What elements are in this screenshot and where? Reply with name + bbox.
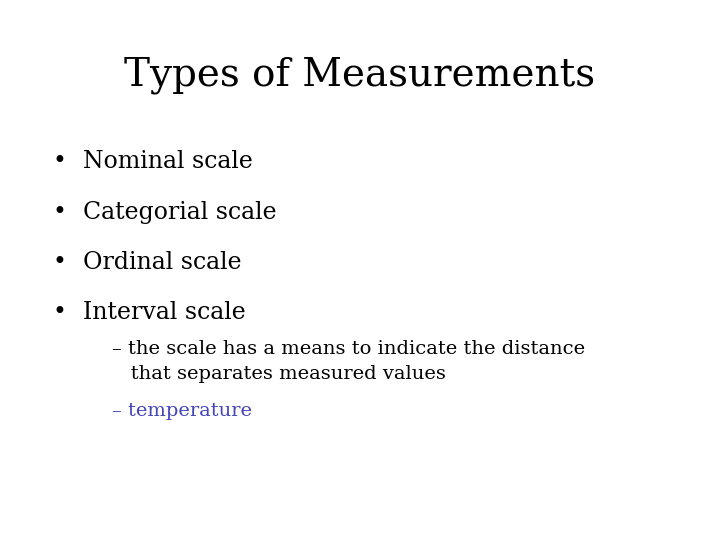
Text: Types of Measurements: Types of Measurements bbox=[125, 57, 595, 94]
Text: •: • bbox=[53, 201, 66, 224]
Text: Nominal scale: Nominal scale bbox=[83, 151, 253, 173]
Text: Interval scale: Interval scale bbox=[83, 301, 246, 324]
Text: – temperature: – temperature bbox=[112, 402, 251, 420]
Text: Categorial scale: Categorial scale bbox=[83, 201, 276, 224]
Text: •: • bbox=[53, 151, 66, 173]
Text: •: • bbox=[53, 251, 66, 274]
Text: – the scale has a means to indicate the distance
   that separates measured valu: – the scale has a means to indicate the … bbox=[112, 340, 585, 383]
Text: •: • bbox=[53, 301, 66, 324]
Text: Ordinal scale: Ordinal scale bbox=[83, 251, 241, 274]
